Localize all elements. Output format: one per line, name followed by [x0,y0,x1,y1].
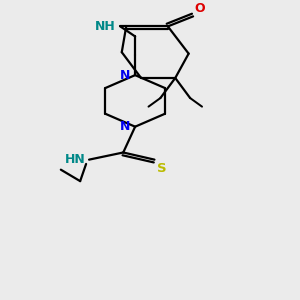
Text: NH: NH [95,20,116,33]
Text: N: N [119,69,130,82]
Text: N: N [119,120,130,133]
Text: HN: HN [65,153,86,166]
Text: S: S [157,162,166,175]
Text: O: O [195,2,205,15]
